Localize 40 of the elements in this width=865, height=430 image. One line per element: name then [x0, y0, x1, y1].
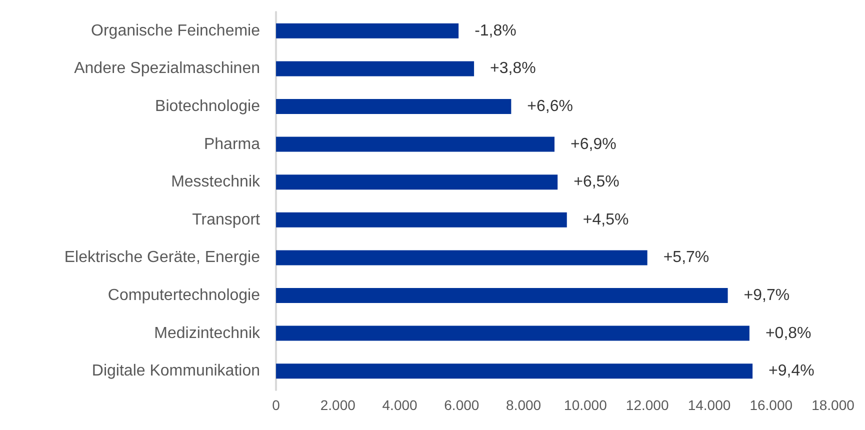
annotation: +6,9% [570, 136, 616, 153]
x-tick-label: 12.000 [626, 397, 669, 413]
y-tick-label: Elektrische Geräte, Energie [64, 249, 260, 266]
y-tick-label: Computertechnologie [108, 287, 260, 304]
y-tick-label: Transport [192, 211, 261, 228]
y-tick-label: Messtechnik [171, 174, 261, 191]
bar [276, 288, 728, 303]
bar [276, 326, 750, 341]
annotation: +9,4% [768, 362, 814, 380]
annotation: +0,8% [765, 324, 812, 342]
bar [276, 99, 512, 114]
x-tick-label: 18.000 [812, 397, 855, 413]
x-tick-label: 0 [272, 397, 280, 413]
y-tick-label: Andere Spezialmaschinen [74, 60, 260, 78]
annotation: +6,6% [527, 98, 573, 115]
annotation: -1,8% [474, 22, 516, 40]
y-tick-label: Biotechnologie [155, 98, 260, 115]
annotation: +6,5% [574, 174, 620, 191]
bar [276, 250, 648, 266]
x-tick-label: 14.000 [688, 397, 731, 413]
annotation: +5,7% [663, 249, 710, 266]
y-tick-label: Medizintechnik [154, 324, 261, 342]
annotation: +4,5% [582, 211, 629, 228]
bar [276, 61, 474, 76]
x-tick-label: 16.000 [750, 397, 793, 413]
bar [276, 23, 459, 38]
annotation: +9,7% [744, 287, 790, 304]
bar [276, 364, 753, 379]
bar [276, 212, 567, 228]
bar [276, 136, 554, 152]
x-tick-label: 8.000 [506, 397, 542, 413]
annotation: +3,8% [490, 60, 536, 78]
x-tick-label: 10.000 [564, 397, 608, 413]
y-tick-label: Digitale Kommunikation [92, 362, 260, 380]
y-tick-label: Organische Feinchemie [91, 22, 260, 40]
x-tick-label: 4.000 [382, 397, 418, 413]
x-tick-label: 2.000 [320, 397, 356, 413]
x-tick-label: 6.000 [444, 397, 480, 413]
y-tick-label: Pharma [204, 136, 260, 153]
bar [276, 174, 558, 190]
